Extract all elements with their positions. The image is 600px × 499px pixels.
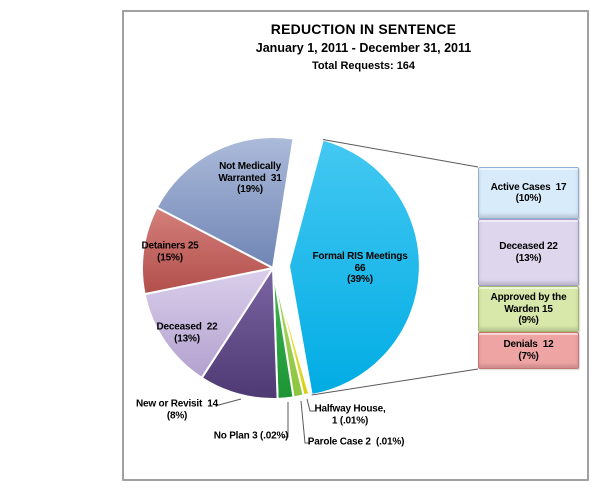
breakdown-box-label-line: (7%) xyxy=(518,350,539,362)
breakdown-box-label-line: (13%) xyxy=(515,252,542,264)
pie-slice-not-medically-warranted xyxy=(155,136,295,269)
breakdown-box-label-line: Approved by the xyxy=(490,292,567,304)
breakdown-box-denials: Denials 12 (7%) xyxy=(478,332,579,369)
pie-slice-formal-ris-meetings xyxy=(288,138,421,396)
chart-frame: REDUCTION IN SENTENCE January 1, 2011 - … xyxy=(122,10,589,481)
pie-chart xyxy=(140,136,479,444)
chart-titles: REDUCTION IN SENTENCE January 1, 2011 - … xyxy=(124,21,587,73)
leader-line-halfway-house xyxy=(306,398,315,412)
breakdown-box-label-line: Denials 12 xyxy=(503,339,554,351)
leader-line-no-plan xyxy=(282,402,289,438)
breakdown-box-label-line: Warden 15 xyxy=(504,303,553,315)
breakdown-box-label-line: (10%) xyxy=(515,193,542,204)
pie-slice-detainers xyxy=(140,206,274,296)
chart-title: REDUCTION IN SENTENCE xyxy=(270,21,457,37)
breakdown-bar-column: Active Cases 17 (10%) Deceased 22 (13%) Appr… xyxy=(124,12,587,479)
breakdown-box-approved-by-warden: Approved by the Warden 15 (9%) xyxy=(478,286,579,333)
chart-subtitle: January 1, 2011 - December 31, 2011 xyxy=(255,41,472,55)
chart-total-requests: Total Requests: 164 xyxy=(311,60,416,72)
pie-slice-new-or-revisit xyxy=(200,267,279,400)
breakdown-box-deceased: Deceased 22 (13%) xyxy=(478,219,579,287)
breakdown-box-label-line: Active Cases 17 xyxy=(490,181,567,193)
breakdown-box-active-cases: Active Cases 17 (10%) xyxy=(478,167,579,219)
bar-connector-line xyxy=(322,138,479,168)
breakdown-box-label-line: Deceased 22 xyxy=(499,241,558,253)
pie-slice-deceased xyxy=(143,267,274,379)
leader-line-parole-case xyxy=(300,400,310,444)
breakdown-box-label-line: (9%) xyxy=(518,315,539,327)
leader-line-new-or-revisit xyxy=(214,398,242,407)
bar-connector-line xyxy=(311,368,479,396)
